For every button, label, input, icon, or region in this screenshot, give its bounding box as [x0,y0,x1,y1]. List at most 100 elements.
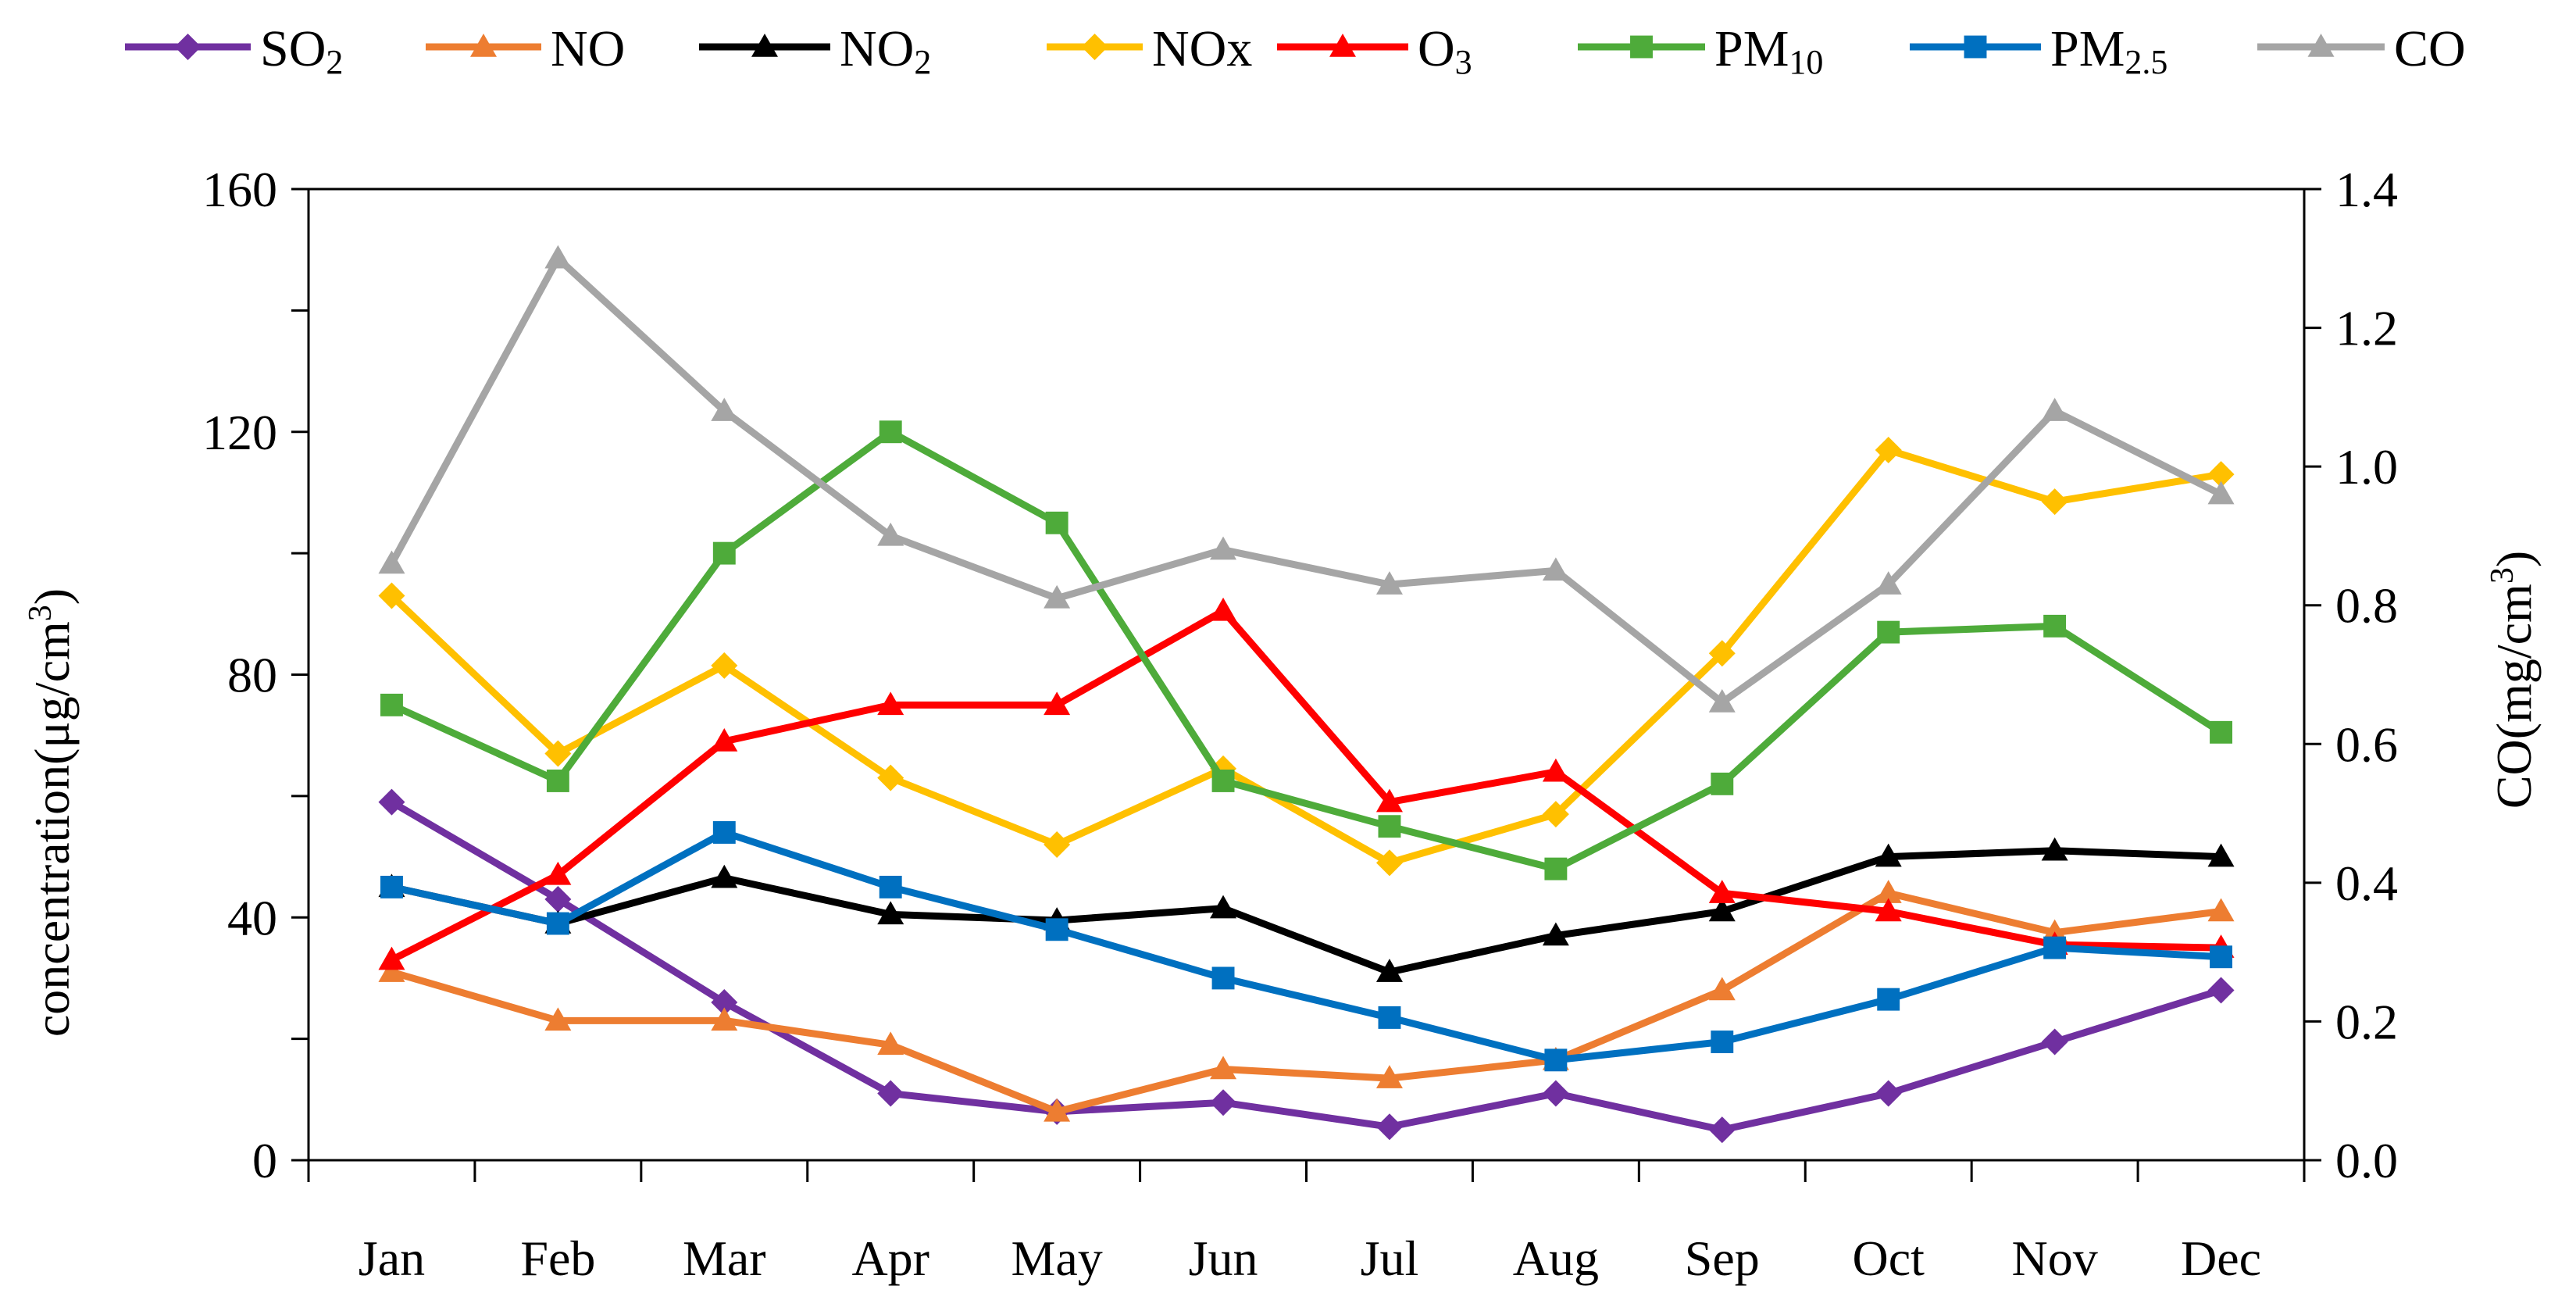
data-point [546,912,569,935]
data-point [877,764,904,791]
data-point [2041,488,2068,516]
y2-tick-label: 0.6 [2335,716,2398,772]
data-point [2041,1028,2068,1056]
legend-label: NO [551,20,625,77]
data-point [544,885,572,913]
legend-item-no2: NO2 [699,20,931,81]
y2-tick-label: 1.2 [2335,301,2398,356]
data-point [1711,1031,1734,1053]
data-point [1544,857,1568,881]
y2-tick-label: 0.0 [2335,1133,2398,1188]
data-point [712,541,736,565]
chart-legend: SO2 NO NO2 NOx O3 PM10 PM2.5 CO [125,20,2466,81]
y2-tick-label: 1.4 [2335,162,2398,217]
data-point [1542,1080,1569,1107]
data-point [2043,614,2067,638]
y-axis-title: concentration(μg/cm3) [23,588,80,1037]
legend-label: O3 [1418,20,1472,81]
y-tick-label: 160 [202,162,277,217]
data-point [1045,918,1069,941]
data-point [378,959,405,982]
x-tick-label: Jul [1361,1231,1419,1286]
legend-marker [470,34,497,57]
data-point [711,398,738,421]
data-point [1375,1065,1403,1088]
data-point [879,420,902,444]
series-pm10 [380,420,2232,881]
y2-tick-label: 0.4 [2335,856,2398,911]
data-point [544,740,572,767]
data-point [1378,1006,1401,1029]
data-point [1045,511,1069,534]
data-point [1044,584,1071,609]
data-point [1210,1056,1237,1080]
legend-label: SO2 [260,20,343,81]
data-point [877,691,904,716]
legend-marker [1630,35,1653,59]
left-axis-ticks: 0 40 80 120 160 [202,162,309,1188]
data-point [1875,843,1902,867]
data-point [711,864,738,888]
data-point [1875,437,1902,464]
data-point [1708,898,1736,922]
y-tick-label: 80 [227,648,277,703]
plot-area [307,188,2306,1162]
data-point [1875,880,1902,903]
series-pm25 [380,821,2232,1072]
series-layer [378,245,2235,1144]
y2-tick-label: 1.0 [2335,439,2398,495]
legend-label: NO2 [840,20,931,81]
legend-marker [1964,35,1987,59]
data-point [1875,1080,1902,1107]
data-point [711,652,738,679]
data-point [877,901,904,925]
data-point [380,693,403,716]
data-point [2210,945,2232,969]
data-point [2207,461,2235,488]
data-point [378,550,405,574]
data-point [2207,977,2235,1004]
series-line-pm10 [390,428,2223,873]
legend-marker [751,34,778,57]
data-point [1875,571,1902,595]
x-axis-ticks: Jan Feb Mar Apr May Jun Jul Aug Sep Oct Nov Dec [307,1160,2306,1286]
data-point [1210,895,1237,919]
x-tick-label: Apr [851,1231,929,1286]
data-point [2041,398,2068,421]
legend-label: PM10 [1714,20,1823,81]
data-point [1708,880,1736,903]
legend-label: CO [2394,20,2466,77]
x-tick-label: Jan [359,1231,425,1286]
x-tick-label: Aug [1513,1231,1599,1286]
x-tick-label: Feb [520,1231,595,1286]
data-point [877,1031,904,1056]
data-point [378,582,405,609]
y-tick-label: 120 [202,405,277,460]
data-point [1210,536,1237,560]
x-tick-label: Nov [2012,1231,2098,1286]
data-point [1708,1116,1736,1144]
series-line-o3 [390,607,2221,963]
data-point [2207,843,2235,867]
data-point [378,788,405,816]
series-line-so2 [390,798,2222,1134]
series-co [378,245,2235,713]
data-point [1877,988,1900,1011]
legend-item-no: NO [426,20,625,77]
data-point [1542,922,1569,946]
series-line-no2 [391,847,2221,976]
data-point [1542,801,1569,828]
x-tick-label: Oct [1853,1231,1925,1286]
y-tick-label: 0 [252,1133,277,1188]
data-point [2207,480,2235,505]
data-point [2210,720,2232,744]
data-point [877,1080,904,1107]
data-point [877,522,904,546]
data-point [711,989,738,1016]
x-tick-label: Dec [2181,1231,2261,1286]
series-line-co [388,255,2223,706]
legend-marker [174,34,202,60]
data-point [380,875,403,898]
x-tick-label: Jun [1189,1231,1258,1286]
x-tick-label: Mar [683,1231,766,1286]
